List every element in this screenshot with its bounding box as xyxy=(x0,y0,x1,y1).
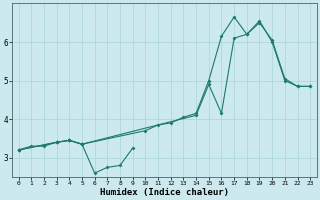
X-axis label: Humidex (Indice chaleur): Humidex (Indice chaleur) xyxy=(100,188,229,197)
